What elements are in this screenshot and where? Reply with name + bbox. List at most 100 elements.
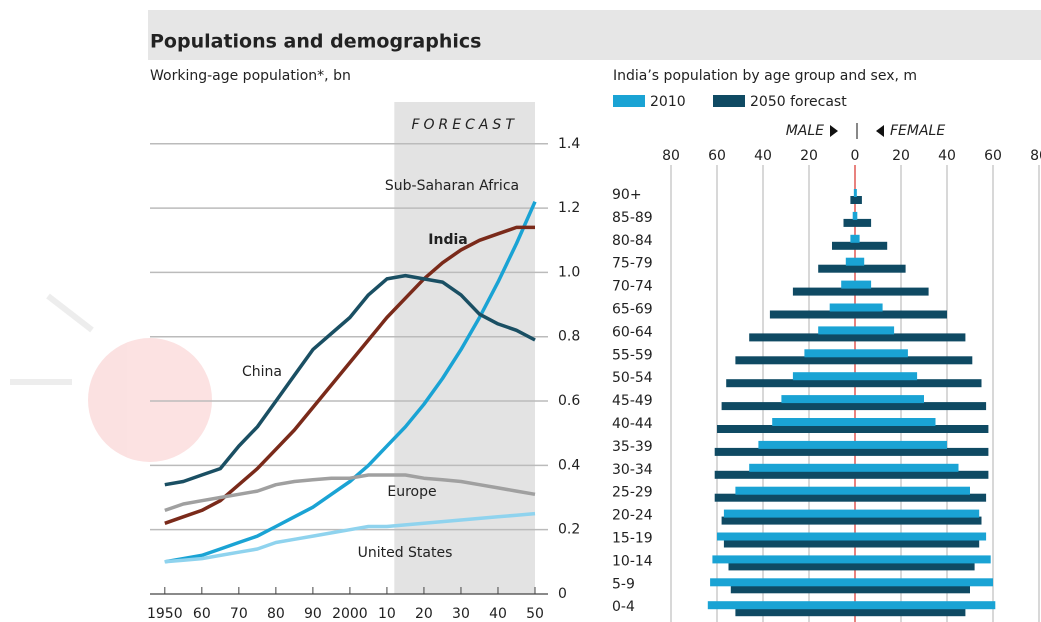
x-tick-label: 50 [526,606,544,622]
y-tick-label: 65-69 [612,302,653,318]
bar-female [855,402,986,410]
bar-female [855,562,975,570]
y-tick-label: 70-74 [612,279,653,295]
bar-female [855,585,970,593]
series-label: Europe [387,484,436,500]
y-tick-label: 35-39 [612,439,653,455]
legend-label: 2010 [650,94,686,110]
bar-female [855,265,906,273]
bar-male [850,235,855,243]
bar-female [855,441,947,449]
bar-male [710,578,855,586]
legend-label: 2050 forecast [750,94,847,110]
bar-male [818,326,855,334]
bar-female [855,448,988,456]
bar-male [731,585,855,593]
bar-female [855,533,986,541]
bar-male [722,402,855,410]
y-tick-label: 75-79 [612,256,653,272]
subtitle: India’s population by age group and sex,… [613,68,917,84]
bar-female [855,540,979,548]
y-tick-label: 90+ [612,187,642,203]
female-label: FEMALE [890,123,945,139]
x-tick-label: 80 [662,148,680,164]
y-tick-label: 0-4 [612,599,635,615]
y-tick-label: 80-84 [612,233,653,249]
x-tick-label: 30 [452,606,470,622]
bar-male [717,425,855,433]
bar-female [855,311,947,319]
bar-male [841,281,855,289]
y-tick-label: 55-59 [612,347,653,363]
bar-female [855,372,917,380]
bar-male [715,494,855,502]
bar-male [735,608,855,616]
bar-male [715,448,855,456]
bar-male [793,372,855,380]
bar-male [758,441,855,449]
male-label: MALE [786,123,824,139]
bar-female [855,281,871,289]
bar-male [832,242,855,250]
y-tick-label: 50-54 [612,370,653,386]
y-tick-label: 60-64 [612,324,653,340]
x-tick-label: 0 [851,148,860,164]
bar-male [717,533,855,541]
bar-male [708,601,855,609]
bar-female [855,608,965,616]
y-tick-label: 15-19 [612,531,653,547]
bar-male [818,265,855,273]
page-title: Populations and demographics [150,31,481,53]
y-tick-label: 30-34 [612,462,653,478]
bar-male [793,288,855,296]
y-tick-label: 20-24 [612,508,653,524]
y-tick-label: 0.2 [558,522,580,538]
bar-female [855,464,959,472]
bar-female [855,510,979,518]
bar-female [855,487,970,495]
bar-male [722,517,855,525]
bar-male [749,464,855,472]
y-tick-label: 85-89 [612,210,653,226]
y-tick-label: 0.8 [558,329,580,345]
bar-female [855,288,929,296]
bar-male [804,349,855,357]
bar-male [715,471,855,479]
bar-male [846,258,855,266]
bar-female [855,219,871,227]
bar-male [712,555,855,563]
x-tick-label: 60 [708,148,726,164]
bar-female [855,326,894,334]
page: Populations and demographics Working-age… [0,0,1041,622]
y-tick-label: 1.2 [558,200,580,216]
bar-female [855,425,988,433]
y-tick-label: 5-9 [612,576,635,592]
bar-female [855,578,993,586]
bar-male [854,189,855,197]
bar-male [781,395,855,403]
x-tick-label: 60 [193,606,211,622]
x-tick-label: 1950 [147,606,183,622]
y-tick-label: 10-14 [612,553,653,569]
bar-female [855,379,982,387]
y-tick-label: 0 [558,586,567,602]
x-tick-label: 10 [378,606,396,622]
bar-female [855,494,986,502]
x-tick-label: 20 [415,606,433,622]
bar-male [735,487,855,495]
y-tick-label: 25-29 [612,485,653,501]
bar-male [724,510,855,518]
bar-female [855,517,982,525]
bar-male [844,219,856,227]
bar-female [855,304,883,312]
bar-male [724,540,855,548]
x-tick-label: 20 [892,148,910,164]
forecast-label: FORECAST [411,117,517,133]
bar-male [853,212,855,220]
x-tick-label: 40 [754,148,772,164]
legend-swatch [613,95,645,107]
x-tick-label: 80 [1030,148,1041,164]
bar-male [830,304,855,312]
bar-female [855,349,908,357]
series-label: Sub-Saharan Africa [385,178,519,194]
